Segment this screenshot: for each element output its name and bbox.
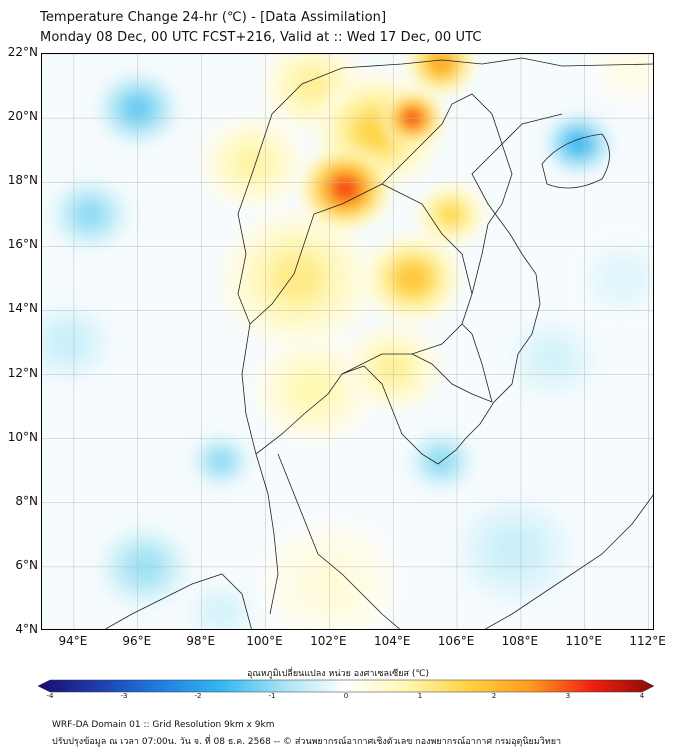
temperature-field-map (42, 54, 653, 629)
lat-label-6: 10°N (7, 429, 38, 444)
field-blob-5-4 (493, 531, 536, 571)
lon-label-2: 98°E (186, 634, 216, 648)
lat-label-4: 14°N (7, 301, 38, 316)
field-blob-12-4 (77, 202, 103, 226)
country-borders (104, 57, 653, 629)
field-blob-20-4 (397, 264, 428, 292)
lat-label-7: 8°N (15, 493, 38, 508)
lat-label-8: 6°N (15, 557, 38, 572)
lat-label-2: 18°N (7, 173, 38, 188)
field-blob-21-4 (430, 54, 452, 74)
field-blob-3-4 (535, 343, 570, 374)
field-blob-15-4 (274, 257, 321, 300)
coastline-peninsula (277, 453, 401, 629)
field-blob-19-4 (567, 134, 589, 154)
lon-label-1: 96°E (122, 634, 152, 648)
lat-label-5: 12°N (7, 365, 38, 380)
island-sumatra-coast (104, 573, 252, 629)
island-borneo-coast (484, 494, 653, 629)
field-blob-1-4 (620, 55, 646, 79)
lon-label-5: 104°E (373, 634, 411, 648)
lon-label-8: 110°E (565, 634, 603, 648)
map-title: Temperature Change 24-hr (℃) - [Data Ass… (40, 10, 387, 25)
border-cambodia (411, 323, 493, 403)
colorbar-tick-4: 0 (343, 692, 349, 700)
graticule (42, 54, 653, 629)
colorbar (38, 679, 655, 693)
footer-model-info: WRF-DA Domain 01 :: Grid Resolution 9km … (52, 720, 275, 730)
field-blob-6-4 (51, 328, 84, 357)
colorbar-tick-8: 4 (639, 692, 645, 700)
lat-label-9: 4°N (15, 622, 38, 636)
colorbar-tick-2: -2 (194, 692, 202, 700)
field-blob-13-4 (211, 452, 231, 470)
colorbar-tick-3: -1 (268, 692, 276, 700)
lon-label-9: 112°E (629, 634, 666, 648)
field-blob-11-4 (297, 71, 330, 101)
colorbar-tick-7: 3 (565, 692, 571, 700)
lon-label-0: 94°E (58, 634, 88, 648)
lat-label-1: 20°N (7, 109, 38, 124)
lon-label-4: 102°E (310, 634, 347, 648)
colorbar-tick-5: 1 (417, 692, 423, 700)
colorbar-tick-0: -4 (46, 692, 54, 700)
field-blob-17-4 (440, 204, 462, 224)
map-panel (41, 53, 654, 630)
field-blob-0-4 (606, 263, 640, 294)
border-laos (381, 93, 513, 295)
field-blob-4-4 (208, 600, 234, 624)
island-hainan (541, 133, 610, 189)
colorbar-gradient (38, 679, 655, 693)
footer-credit: ปรับปรุงข้อมูล ณ เวลา 07:00น. วัน จ. ที่… (52, 737, 562, 747)
colorbar-tick-1: -3 (120, 692, 128, 700)
lon-label-7: 108°E (501, 634, 539, 648)
map-subtitle: Monday 08 Dec, 00 UTC FCST+216, Valid at… (40, 30, 482, 45)
lon-label-6: 106°E (437, 634, 475, 648)
field-blob-8-4 (236, 148, 269, 178)
colorbar-title: อุณหภูมิเปลี่ยนแปลง หน่วย องศาเซลเซียส (… (246, 669, 430, 679)
lon-label-3: 100°E (246, 634, 283, 648)
field-blob-7-4 (295, 374, 332, 407)
colorbar-tick-6: 2 (491, 692, 497, 700)
lat-label-0: 22°N (7, 45, 38, 59)
lat-label-3: 16°N (7, 237, 38, 252)
coastline-indochina (237, 57, 653, 615)
